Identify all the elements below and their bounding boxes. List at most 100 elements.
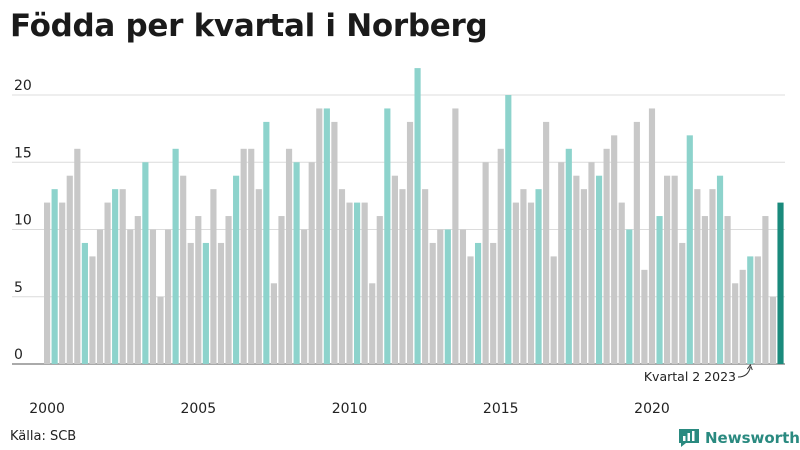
bar [679,242,686,364]
bar [81,242,88,364]
bar [701,216,708,364]
bar [346,202,353,364]
bar [474,242,482,364]
y-tick-label: 10 [14,213,32,229]
bar [270,283,277,364]
bars [44,68,784,365]
x-tick-label: 2010 [332,401,368,417]
bar [595,175,603,364]
annotation-arrowhead [746,363,753,371]
bar [747,256,754,364]
bar [762,216,769,364]
bar [278,216,285,364]
y-tick-label: 5 [14,280,23,296]
bar [164,229,172,364]
bar [777,202,784,364]
bar [686,135,693,364]
bar [89,256,96,364]
annotation-label: Kvartal 2 2023 [644,369,736,384]
bar [399,189,406,364]
bar [527,202,535,364]
bar [233,175,240,364]
bar [664,175,671,364]
bar [648,108,656,364]
bar [301,229,308,364]
bar [739,269,746,364]
bar [391,175,398,364]
bar [119,189,126,364]
x-tick-label: 2005 [180,401,216,417]
bar [732,283,739,364]
bar [716,175,724,364]
bar [558,162,565,364]
bar [248,148,255,364]
bar [588,162,595,364]
bar [263,121,270,365]
bar [543,121,550,365]
x-axis: 2000 2005 2010 2015 2020 [29,401,670,417]
y-tick-label: 0 [14,347,23,363]
x-tick-label: 2000 [29,401,65,417]
bar [724,216,731,364]
bar [444,229,451,364]
bar [709,189,716,364]
bar [157,296,164,364]
bar [59,202,66,364]
bar [323,108,330,364]
bar [331,121,338,365]
bar [452,108,459,364]
bar [512,202,519,364]
bar [414,68,421,364]
bar [520,189,527,364]
chart-title: Födda per kvartal i Norberg [10,8,488,44]
bar [429,242,436,364]
bar [142,162,149,364]
brand-logo: Newsworthy [678,428,800,448]
bar [369,283,376,364]
bar [694,189,701,364]
bar [112,189,119,364]
bar [361,202,368,364]
bar [633,121,640,365]
bar [505,95,512,364]
bar [535,189,542,364]
x-tick-label: 2020 [634,401,670,417]
x-tick-label: 2015 [483,401,519,417]
y-axis: 0 5 10 15 20 [14,78,32,363]
bar [187,242,194,364]
bar [127,229,134,364]
bar [44,202,51,364]
bar [240,148,247,364]
bar [467,256,474,364]
bar [406,121,414,365]
bar [180,175,187,364]
bar [66,175,73,364]
bar [293,162,300,364]
bar [172,148,179,364]
bar [497,148,504,364]
bar [51,189,58,364]
bar [149,229,157,364]
y-tick-label: 15 [14,145,32,161]
bar [565,148,572,364]
bar [641,269,648,364]
bar [573,175,580,364]
bar [104,202,111,364]
bar [437,229,444,364]
bar [580,189,588,364]
bar [210,189,217,364]
newsworthy-logo-icon [679,429,699,447]
bar [354,202,361,364]
bar [134,216,141,364]
bar [285,148,293,364]
bar [202,242,209,364]
bar [656,216,663,364]
bar [482,162,489,364]
bar [611,135,618,364]
bar [490,242,497,364]
y-tick-label: 20 [14,78,32,94]
bar [74,148,81,364]
bar [376,216,383,364]
bar [754,256,761,364]
bar [96,229,104,364]
